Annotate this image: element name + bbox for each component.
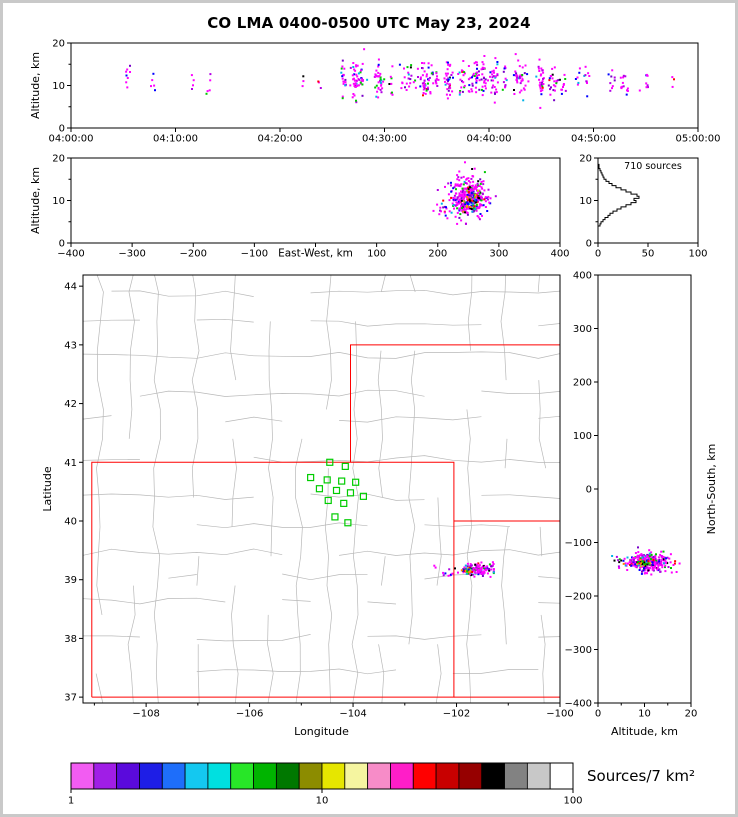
- time-altitude-panel: 04:00:00 04:10:00 04:20:00 04:30:00 04:40:00…: [29, 39, 720, 145]
- altitude-histogram-panel: 710 sources 0 50 100 0 10 20: [579, 154, 707, 260]
- svg-text:Altitude, km: Altitude, km: [611, 725, 678, 738]
- svg-text:300: 300: [573, 324, 592, 335]
- svg-text:10: 10: [579, 196, 592, 207]
- altitude-northsouth-panel: 0 10 20 400 300 200 100 0 −100 −200 −300 −400 Altitu…: [565, 271, 718, 739]
- svg-text:1: 1: [68, 796, 74, 807]
- svg-text:0: 0: [59, 239, 65, 250]
- svg-text:20: 20: [52, 154, 65, 165]
- figure-title: CO LMA 0400-0500 UTC May 23, 2024: [207, 14, 531, 32]
- svg-text:10: 10: [52, 196, 65, 207]
- svg-text:0: 0: [586, 485, 592, 496]
- svg-text:−106: −106: [236, 709, 263, 720]
- svg-text:100: 100: [573, 431, 592, 442]
- svg-text:710 sources: 710 sources: [624, 161, 682, 172]
- density-colorbar: 1 10 100: [68, 762, 583, 807]
- svg-text:0: 0: [59, 124, 65, 135]
- svg-text:100: 100: [563, 796, 582, 807]
- svg-text:−400: −400: [565, 699, 592, 710]
- svg-text:−400: −400: [57, 249, 84, 260]
- svg-text:400: 400: [550, 249, 569, 260]
- svg-text:300: 300: [489, 249, 508, 260]
- svg-text:50: 50: [642, 249, 655, 260]
- svg-text:39: 39: [64, 575, 77, 586]
- svg-text:04:00:00: 04:00:00: [49, 134, 94, 145]
- svg-text:37: 37: [64, 693, 77, 704]
- svg-text:20: 20: [685, 709, 698, 720]
- svg-text:−300: −300: [118, 249, 145, 260]
- svg-text:200: 200: [428, 249, 447, 260]
- svg-text:−300: −300: [565, 645, 592, 656]
- svg-text:0: 0: [595, 709, 601, 720]
- svg-text:Altitude, km: Altitude, km: [29, 167, 42, 234]
- svg-text:100: 100: [367, 249, 386, 260]
- svg-text:04:20:00: 04:20:00: [258, 134, 303, 145]
- eastwest-altitude-panel: −400 −300 −200 −100 100 200 300 400 0 10 20 East-We…: [29, 154, 570, 260]
- svg-text:100: 100: [688, 249, 707, 260]
- svg-text:04:40:00: 04:40:00: [467, 134, 512, 145]
- svg-text:38: 38: [64, 634, 77, 645]
- svg-text:20: 20: [52, 39, 65, 50]
- colorbar-label: Sources/7 km²: [587, 767, 696, 785]
- plan-view-map-panel: −108 −106 −104 −102 −100 37 38 39 40 41 42 43 44 Long…: [41, 274, 574, 738]
- svg-text:40: 40: [64, 516, 77, 527]
- svg-text:−108: −108: [132, 709, 159, 720]
- svg-text:05:00:00: 05:00:00: [676, 134, 721, 145]
- svg-text:−100: −100: [565, 538, 592, 549]
- svg-text:200: 200: [573, 378, 592, 389]
- svg-text:Altitude, km: Altitude, km: [29, 52, 42, 119]
- svg-text:−100: −100: [241, 249, 268, 260]
- svg-text:−200: −200: [565, 592, 592, 603]
- svg-text:44: 44: [64, 282, 77, 293]
- svg-text:−200: −200: [180, 249, 207, 260]
- svg-text:East-West, km: East-West, km: [278, 248, 353, 260]
- svg-text:43: 43: [64, 340, 77, 351]
- svg-text:North-South, km: North-South, km: [705, 444, 718, 535]
- svg-text:04:50:00: 04:50:00: [571, 134, 616, 145]
- svg-text:10: 10: [316, 796, 329, 807]
- svg-text:10: 10: [638, 709, 651, 720]
- svg-text:−104: −104: [339, 709, 366, 720]
- svg-text:04:30:00: 04:30:00: [362, 134, 407, 145]
- svg-text:−102: −102: [443, 709, 470, 720]
- svg-text:Latitude: Latitude: [41, 466, 54, 512]
- svg-text:10: 10: [52, 81, 65, 92]
- svg-text:41: 41: [64, 458, 77, 469]
- svg-text:Longitude: Longitude: [294, 725, 349, 738]
- svg-text:−100: −100: [546, 709, 573, 720]
- svg-text:42: 42: [64, 399, 77, 410]
- svg-text:0: 0: [586, 239, 592, 250]
- svg-text:0: 0: [595, 249, 601, 260]
- svg-text:20: 20: [579, 154, 592, 165]
- svg-text:400: 400: [573, 271, 592, 282]
- svg-text:04:10:00: 04:10:00: [153, 134, 198, 145]
